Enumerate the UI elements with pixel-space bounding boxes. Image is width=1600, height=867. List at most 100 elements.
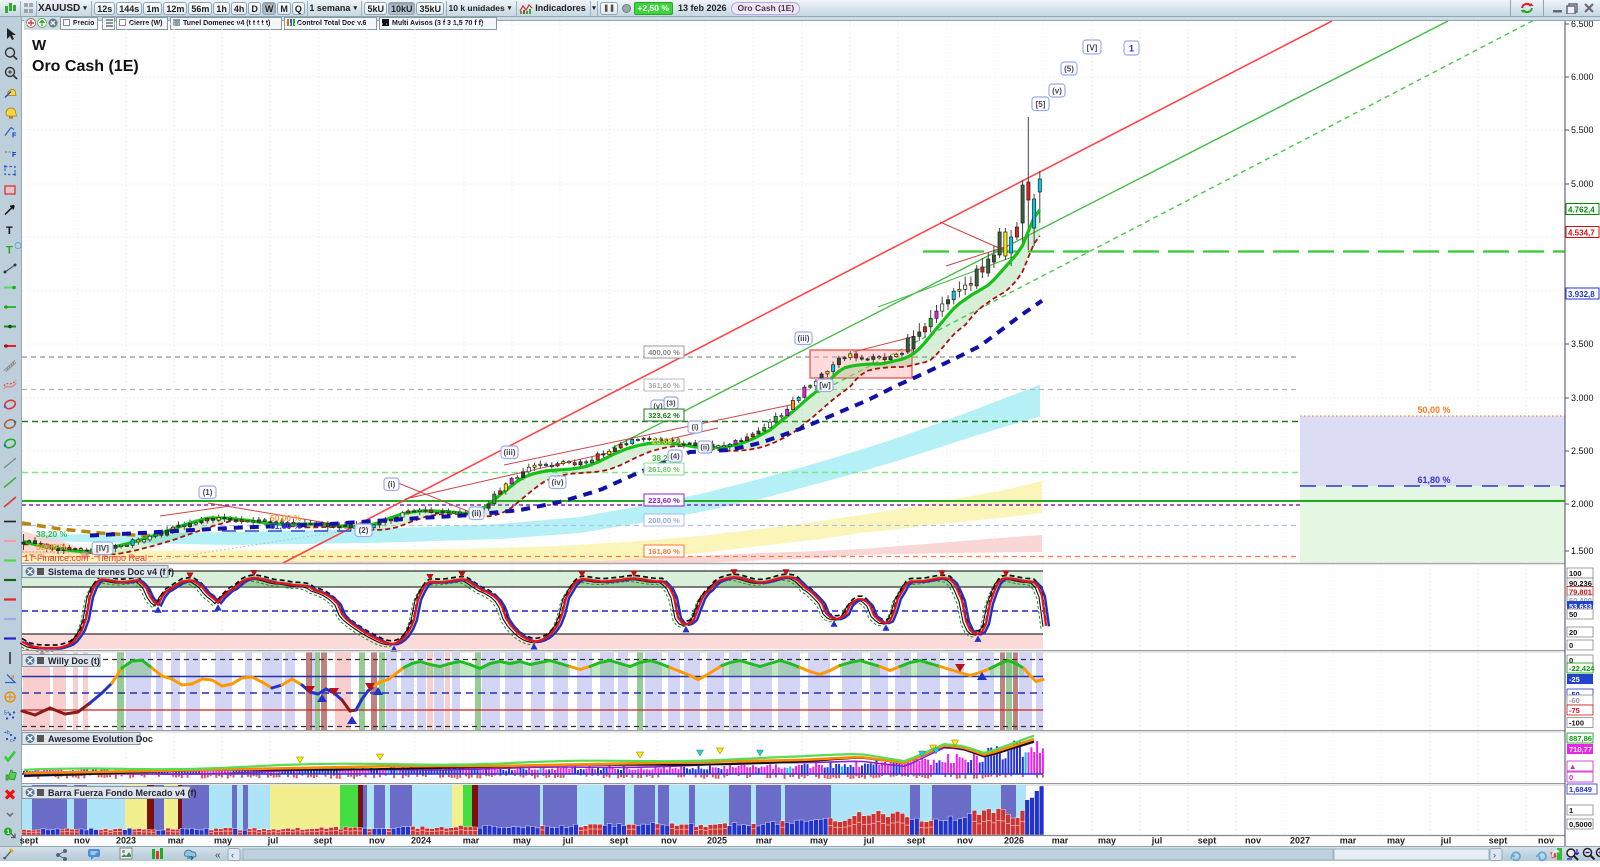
svg-text:F: F [12, 133, 17, 140]
svg-text:c+: c+ [10, 738, 16, 744]
svg-text:(4): (4) [670, 452, 680, 461]
svg-text:(3): (3) [666, 399, 676, 408]
svg-text:jul: jul [1151, 836, 1163, 846]
svg-text:(iii): (iii) [504, 448, 516, 457]
svg-text:nov: nov [74, 836, 90, 846]
svg-text:(1): (1) [203, 488, 213, 497]
svg-text:F: F [12, 152, 17, 159]
svg-text:400,00 %: 400,00 % [648, 348, 680, 357]
svg-text:0: 0 [1569, 773, 1573, 782]
svg-text:jul: jul [863, 836, 875, 846]
svg-text:(ii): (ii) [700, 443, 710, 452]
svg-text:[IV]: [IV] [96, 544, 109, 553]
svg-text:Sistema de trenes Doc v4 (f f): Sistema de trenes Doc v4 (f f) [48, 567, 174, 577]
svg-text:mar: mar [756, 836, 773, 846]
svg-text:nov: nov [369, 836, 385, 846]
svg-text:sept: sept [314, 836, 333, 846]
svg-text:jul: jul [562, 836, 574, 846]
svg-text:sept: sept [1489, 836, 1508, 846]
svg-text:may: may [513, 836, 531, 846]
svg-text:jul: jul [267, 836, 279, 846]
svg-text:1.500: 1.500 [1571, 546, 1594, 556]
svg-text:5.000: 5.000 [1571, 179, 1594, 189]
svg-text:6.500: 6.500 [1571, 21, 1594, 29]
svg-text:may: may [214, 836, 232, 846]
svg-text:Oro Cash (1E): Oro Cash (1E) [32, 58, 139, 75]
svg-text:2.500: 2.500 [1571, 446, 1594, 456]
svg-text:710,77: 710,77 [1569, 745, 1592, 754]
svg-text:[5]: [5] [1036, 100, 1046, 109]
svg-text:1: 1 [1569, 806, 1573, 815]
svg-text:sept: sept [1198, 836, 1217, 846]
svg-text:38,20 %: 38,20 % [36, 529, 68, 539]
svg-text:(iii): (iii) [798, 334, 810, 343]
svg-text:T: T [6, 245, 13, 257]
svg-text:jul: jul [1440, 836, 1452, 846]
svg-text:(2): (2) [359, 526, 369, 535]
svg-text:223,60 %: 223,60 % [648, 496, 680, 505]
svg-text:4.534,7: 4.534,7 [1568, 229, 1595, 238]
svg-text:161,80 %: 161,80 % [648, 547, 680, 556]
svg-text:1,6849: 1,6849 [1569, 785, 1592, 794]
svg-text:mar: mar [463, 836, 480, 846]
svg-text:2023: 2023 [116, 836, 136, 846]
svg-text:mar: mar [1340, 836, 1357, 846]
svg-text:6.000: 6.000 [1571, 72, 1594, 82]
svg-text:1T-Finance.com - Tiempo Real: 1T-Finance.com - Tiempo Real [24, 553, 147, 563]
svg-text:3.932,8: 3.932,8 [1568, 290, 1595, 299]
svg-text:3.000: 3.000 [1571, 393, 1594, 403]
svg-text:23,60 %: 23,60 % [652, 437, 681, 446]
svg-text:mar: mar [1052, 836, 1069, 846]
svg-text:Barra Fuerza Fondo Mercado v4: Barra Fuerza Fondo Mercado v4 (f) [48, 788, 197, 798]
svg-text:T: T [6, 225, 13, 237]
svg-text:nov: nov [1538, 836, 1554, 846]
svg-text:a: a [11, 675, 15, 681]
svg-text:1: 1 [1129, 44, 1134, 54]
svg-text:0: 0 [1569, 641, 1573, 650]
svg-text:-22,424: -22,424 [1569, 664, 1595, 673]
svg-text:50,00 %: 50,00 % [1417, 405, 1450, 415]
svg-text:may: may [1387, 836, 1405, 846]
svg-text:5.500: 5.500 [1571, 125, 1594, 135]
svg-text:20: 20 [1569, 628, 1577, 637]
svg-text:«: « [215, 850, 221, 861]
svg-text:323,62 %: 323,62 % [648, 411, 680, 420]
svg-text:may: may [1098, 836, 1116, 846]
svg-text:nov: nov [661, 836, 677, 846]
svg-text:2026: 2026 [1004, 836, 1024, 846]
svg-text:(i): (i) [388, 480, 396, 489]
svg-text:4.762,4: 4.762,4 [1568, 206, 1595, 215]
svg-text:100: 100 [1569, 569, 1582, 578]
svg-text:nov: nov [957, 836, 973, 846]
svg-text:(iv): (iv) [552, 478, 564, 487]
svg-text:sept: sept [20, 836, 38, 846]
svg-text:1: 1 [6, 829, 10, 836]
svg-text:887,86: 887,86 [1569, 734, 1592, 743]
svg-text:Willy Doc (t): Willy Doc (t) [48, 656, 100, 666]
svg-text:3.500: 3.500 [1571, 339, 1594, 349]
svg-text:+b: +b [4, 730, 10, 736]
svg-text:5+: 5+ [4, 711, 10, 717]
svg-text:Awesome Evolution Doc: Awesome Evolution Doc [48, 734, 153, 744]
svg-text:261,80 %: 261,80 % [648, 465, 680, 474]
svg-text:50: 50 [1569, 610, 1577, 619]
svg-text:(ii): (ii) [472, 509, 482, 518]
svg-text:mar: mar [168, 836, 185, 846]
svg-text:200,00 %: 200,00 % [648, 516, 680, 525]
svg-text:[w]: [w] [819, 381, 831, 390]
svg-text:-60: -60 [1569, 696, 1580, 705]
svg-text:sept: sept [610, 836, 629, 846]
svg-text:‹: ‹ [231, 850, 234, 860]
svg-text:-75: -75 [1569, 706, 1580, 715]
svg-text:-100: -100 [1569, 719, 1584, 728]
svg-text:2024: 2024 [411, 836, 431, 846]
svg-text:W: W [32, 37, 47, 54]
svg-text:61,80 %: 61,80 % [1417, 475, 1450, 485]
svg-text:[V]: [V] [1087, 44, 1098, 53]
svg-text:0,5000: 0,5000 [1569, 820, 1592, 829]
svg-text:50,00 %: 50,00 % [36, 542, 68, 552]
svg-text:2.000: 2.000 [1571, 499, 1594, 509]
svg-text:(v): (v) [1052, 87, 1062, 96]
svg-text:2027: 2027 [1290, 836, 1310, 846]
svg-text:sept: sept [907, 836, 926, 846]
